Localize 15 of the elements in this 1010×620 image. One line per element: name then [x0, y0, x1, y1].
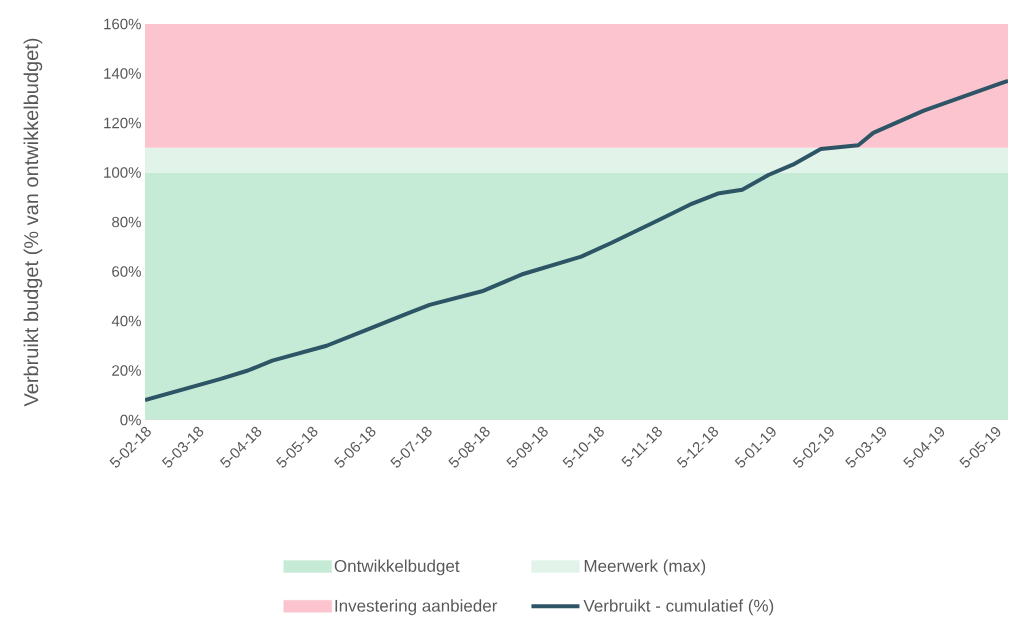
legend-label: Ontwikkelbudget: [334, 559, 460, 576]
legend-label: Investering aanbieder: [335, 599, 498, 616]
y-tick-label: 40%: [111, 315, 141, 327]
y-tick-label: 120%: [104, 117, 141, 129]
legend-label: Verbruikt - cumulatief (%): [583, 599, 774, 616]
y-tick-label: 160%: [104, 18, 141, 30]
y-tick-label: 20%: [112, 365, 141, 376]
y-tick-label: 80%: [112, 216, 141, 228]
line-series: [145, 78, 1008, 403]
y-tick-label: 60%: [112, 266, 141, 277]
y-tick-label: 100%: [104, 167, 141, 178]
y-axis-title: Verbruikt budget (% van ontwikkelbudget): [23, 38, 43, 407]
legend-label: Meerwerk (max): [584, 559, 706, 576]
y-tick-label: 140%: [104, 68, 141, 79]
y-tick-label: 0%: [120, 414, 141, 426]
